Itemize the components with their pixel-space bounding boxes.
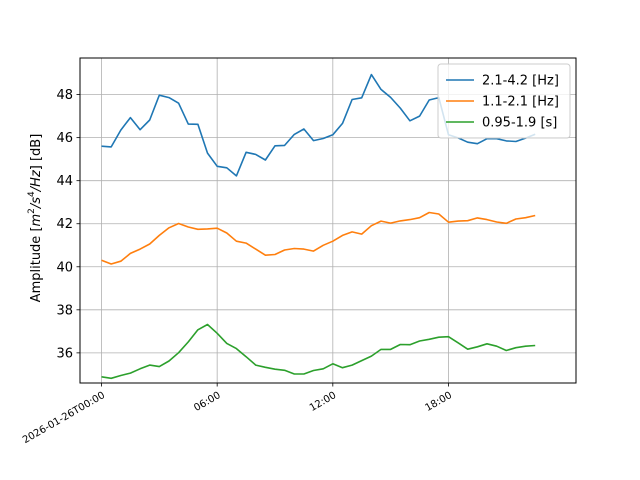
y-tick-label: 40 [56, 260, 73, 275]
axes-frame [79, 57, 577, 384]
y-tick-label: 42 [56, 217, 73, 232]
x-tick-label: 18:00 [424, 390, 454, 414]
series-line-0 [101, 73, 536, 177]
y-tick-label: 48 [56, 88, 73, 103]
legend-label: 2.1-4.2 [Hz] [482, 74, 559, 89]
series-line-1 [101, 211, 536, 265]
y-axis-label: Amplitude [m2/s4/Hz] [dB] [27, 134, 44, 303]
series-layer [101, 73, 536, 380]
y-tick-label: 44 [56, 174, 73, 189]
x-tick-label: 06:00 [192, 390, 222, 414]
y-tick-label: 38 [56, 303, 73, 318]
x-tick-label: 12:00 [308, 390, 338, 414]
legend-label: 1.1-2.1 [Hz] [482, 95, 559, 110]
series-line-2 [101, 323, 536, 380]
legend-box [437, 63, 571, 139]
y-tick-label: 46 [56, 131, 73, 146]
legend-label: 0.95-1.9 [s] [482, 116, 557, 131]
x-tick-label: 2026-01-26T00:00 [21, 390, 107, 446]
legend: 2.1-4.2 [Hz] 1.1-2.1 [Hz] 0.95-1.9 [s] [437, 63, 571, 139]
y-tick-label: 36 [56, 346, 73, 361]
